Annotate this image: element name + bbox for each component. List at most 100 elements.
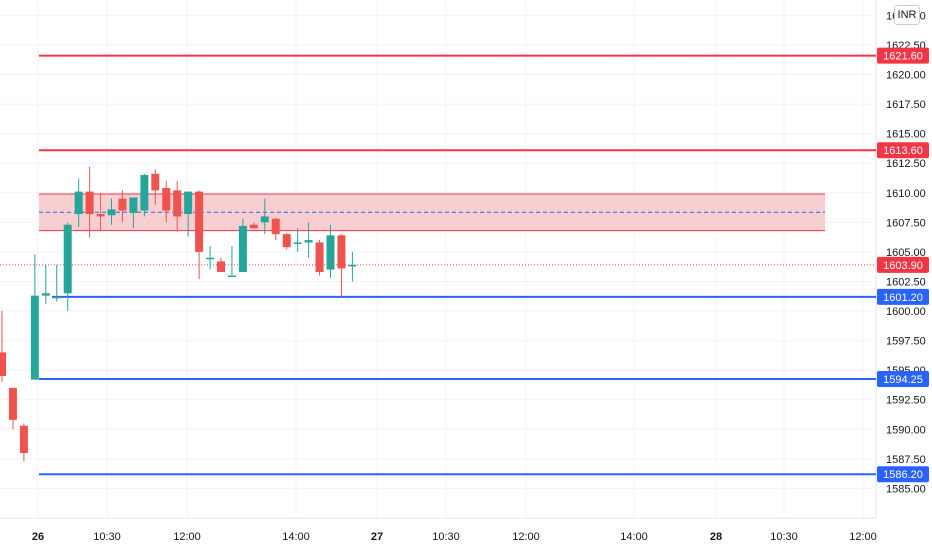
candle-body	[151, 173, 160, 191]
candle-body	[19, 425, 28, 453]
candle-down[interactable]	[282, 232, 291, 250]
x-tick-label: 27	[371, 531, 383, 543]
candle-body	[337, 235, 346, 269]
candle-body	[0, 352, 6, 377]
candle-body	[304, 240, 313, 243]
candle-body	[30, 295, 39, 380]
price-axis[interactable]: 1585.001587.501590.001592.501595.001597.…	[886, 10, 926, 495]
x-tick-label: 12:00	[173, 531, 201, 543]
candle-down[interactable]	[337, 234, 346, 299]
y-tick-label: 1615.00	[886, 129, 926, 141]
candle-down[interactable]	[0, 311, 6, 382]
y-tick-label: 1612.50	[886, 158, 926, 170]
candle-body	[238, 225, 247, 273]
candle-down[interactable]	[173, 180, 182, 232]
x-tick-label: 12:00	[849, 531, 877, 543]
candle-up[interactable]	[304, 222, 313, 258]
x-tick-label: 10:30	[770, 531, 798, 543]
x-tick-label: 14:00	[620, 531, 648, 543]
price-labels-layer: 1621.60 1613.60 1603.90 1601.20 1594.25 1586.…	[877, 47, 929, 483]
candle-up[interactable]	[129, 197, 138, 229]
candle-body	[63, 224, 72, 294]
candle-up[interactable]	[41, 264, 50, 304]
candle-down[interactable]	[96, 192, 105, 231]
y-tick-label: 1592.50	[886, 395, 926, 407]
candle-up[interactable]	[293, 228, 302, 252]
candle-down[interactable]	[162, 180, 171, 223]
x-tick-label: 28	[710, 531, 722, 543]
candle-body	[315, 242, 324, 273]
y-tick-label: 1602.50	[886, 276, 926, 288]
candle-down[interactable]	[195, 190, 204, 280]
candle-down[interactable]	[85, 166, 94, 238]
candle-up[interactable]	[184, 191, 193, 237]
price-label-badge	[877, 466, 929, 483]
candle-up[interactable]	[260, 198, 269, 235]
price-label-badge	[877, 371, 929, 388]
candle-up[interactable]	[348, 251, 357, 282]
price-label-text: 1613.60	[883, 145, 923, 157]
candle-body	[129, 197, 138, 213]
candle-body	[249, 224, 258, 229]
y-tick-label: 1617.50	[886, 99, 926, 111]
candle-up[interactable]	[74, 178, 83, 228]
y-tick-label: 1585.00	[886, 483, 926, 495]
candle-body	[107, 209, 116, 216]
time-axis[interactable]: 26 10:30 12:00 14:00 27 10:30 12:00 14:00 28 10:3…	[32, 531, 877, 543]
candle-body	[217, 261, 225, 273]
candle-down[interactable]	[249, 222, 258, 229]
x-tick-label: 14:00	[282, 531, 310, 543]
x-tick-label: 12:00	[512, 531, 540, 543]
candle-body	[184, 191, 193, 215]
candle-up[interactable]	[140, 173, 149, 217]
candle-up[interactable]	[63, 222, 72, 312]
candle-up[interactable]	[227, 245, 236, 278]
zone-layer	[39, 193, 825, 232]
x-tick-label: 10:30	[93, 531, 121, 543]
y-tick-label: 1620.00	[886, 70, 926, 82]
candle-body	[8, 387, 17, 420]
price-label-text: 1621.60	[883, 51, 923, 63]
currency-badge[interactable]: INR	[894, 5, 920, 25]
price-label-text: 1601.20	[883, 292, 923, 304]
candle-body	[85, 191, 94, 215]
grid	[0, 0, 877, 519]
y-tick-label: 1605.00	[886, 247, 926, 259]
candle-up[interactable]	[52, 264, 61, 302]
candles-layer	[0, 166, 357, 462]
candle-down[interactable]	[19, 423, 28, 462]
candle-body	[52, 296, 61, 299]
candle-down[interactable]	[118, 190, 127, 223]
candle-body	[293, 242, 302, 244]
candle-body	[162, 188, 171, 211]
y-tick-label: 1607.50	[886, 217, 926, 229]
candle-body	[41, 293, 50, 296]
candle-down[interactable]	[151, 169, 160, 205]
candle-body	[140, 175, 149, 211]
candle-body	[173, 190, 182, 217]
y-tick-label: 1597.50	[886, 336, 926, 348]
candle-down[interactable]	[315, 240, 324, 276]
price-label-badge	[877, 142, 929, 159]
candle-down[interactable]	[8, 387, 17, 430]
candle-up[interactable]	[107, 198, 116, 225]
candle-up[interactable]	[238, 218, 247, 273]
y-tick-label: 1587.50	[886, 454, 926, 466]
candle-up[interactable]	[30, 254, 39, 380]
candle-body	[227, 275, 236, 278]
price-label-text: 1594.25	[883, 374, 923, 386]
candle-body	[74, 191, 83, 215]
levels-layer	[0, 54, 876, 476]
candle-down[interactable]	[217, 257, 225, 273]
candle-up[interactable]	[326, 224, 335, 278]
candle-body	[326, 235, 335, 270]
price-label-badge	[877, 288, 929, 305]
candle-body	[348, 264, 357, 267]
candle-body	[206, 257, 215, 260]
candle-up[interactable]	[206, 245, 215, 270]
candle-down[interactable]	[271, 217, 280, 241]
candle-body	[195, 191, 204, 252]
x-tick-label: 26	[32, 531, 44, 543]
